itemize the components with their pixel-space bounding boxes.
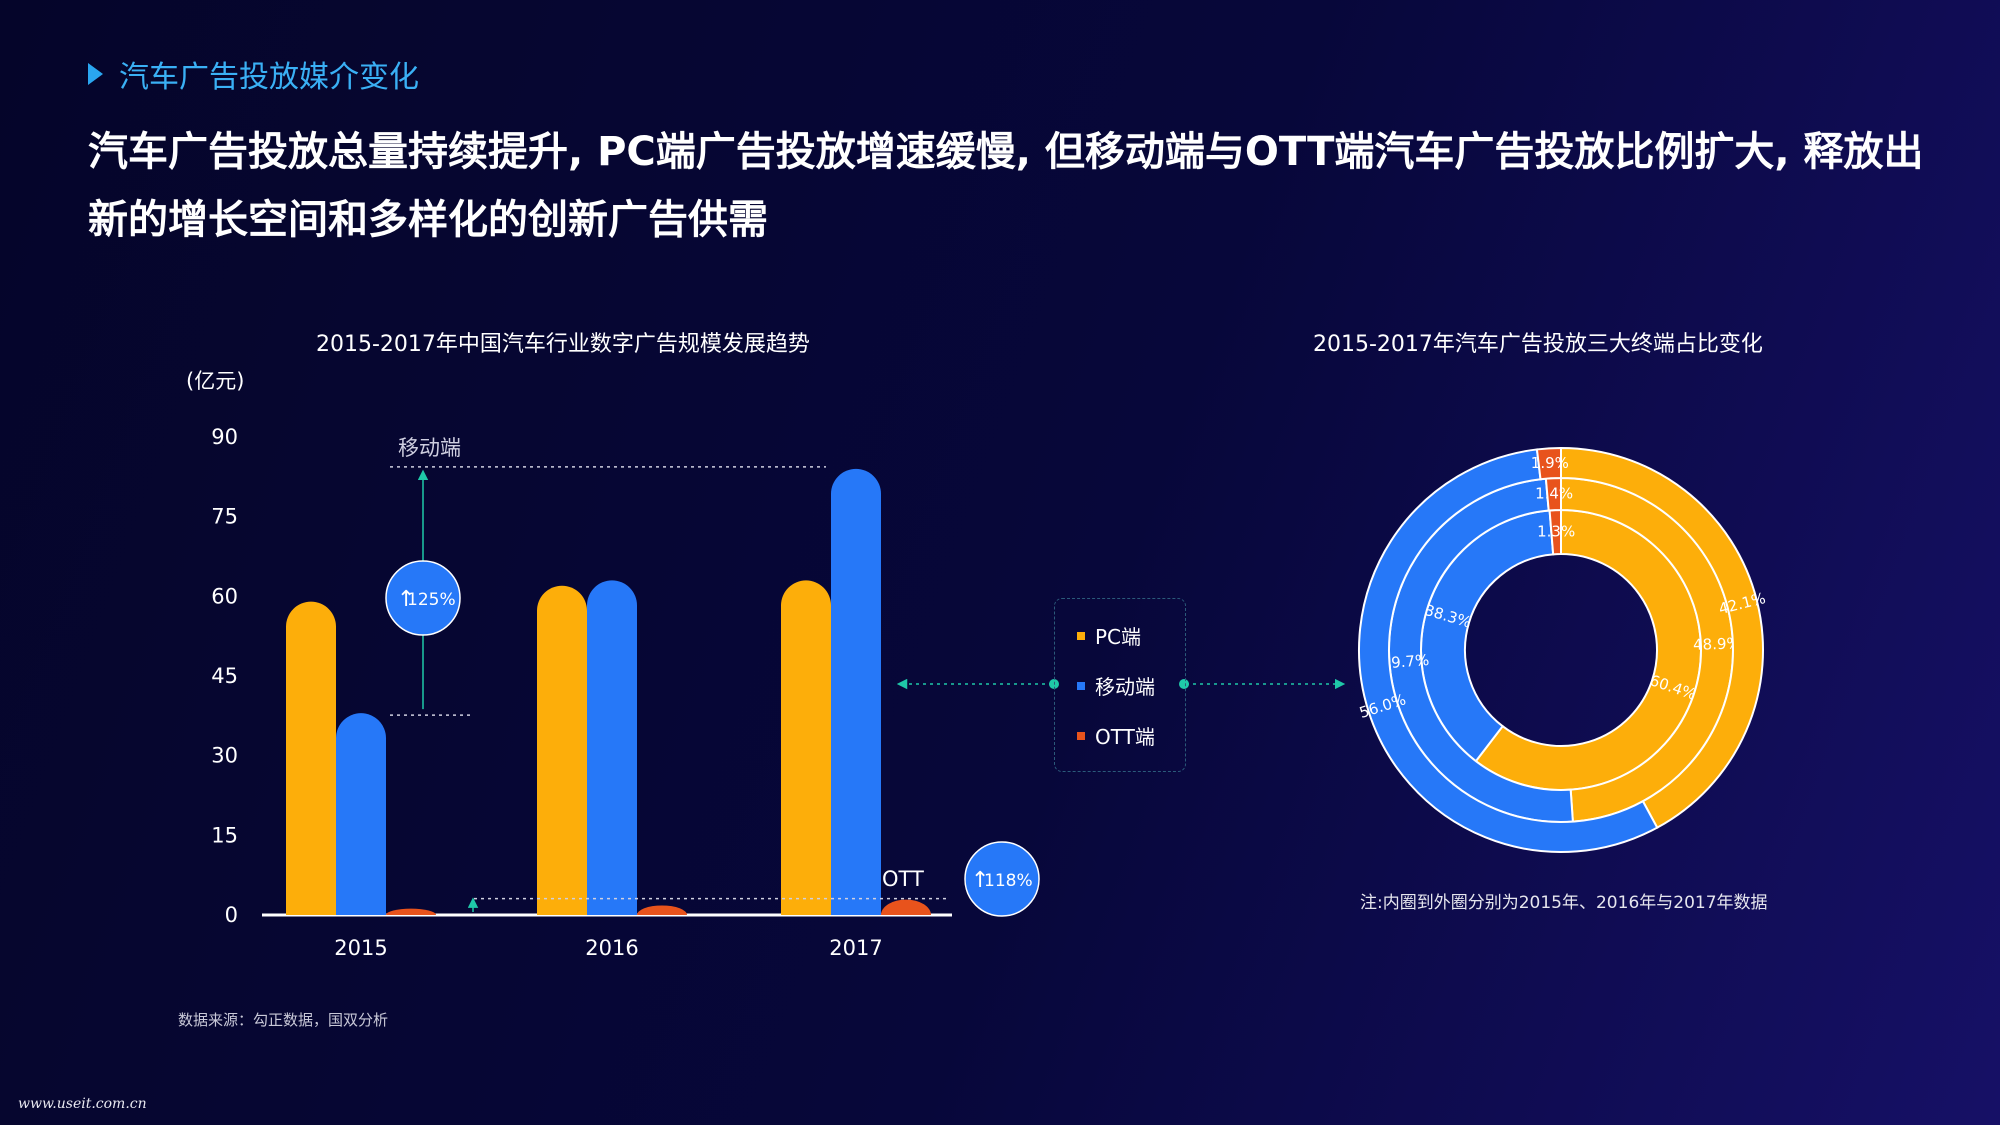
y-tick-label: 30 bbox=[211, 744, 238, 768]
legend-item-pc: PC端 bbox=[1077, 621, 1141, 650]
donut-label-ott-2015: 1.3% bbox=[1537, 523, 1575, 541]
play-triangle-icon bbox=[88, 63, 103, 85]
donut-label-ott-2016: 1.4% bbox=[1535, 485, 1573, 503]
section-label: 汽车广告投放媒介变化 bbox=[119, 60, 419, 95]
legend-item-ott: OTT端 bbox=[1077, 721, 1155, 750]
bar-ott-2015 bbox=[386, 908, 436, 915]
x-tick-label: 2016 bbox=[585, 936, 638, 960]
donut-label-ott-2017: 1.9% bbox=[1531, 454, 1569, 472]
donut-note: 注:内圈到外圈分别为2015年、2016年与2017年数据 bbox=[1360, 893, 1768, 913]
ott-growth-value: 118% bbox=[984, 871, 1033, 891]
legend: PC端 移动端 OTT端 bbox=[1054, 598, 1186, 772]
legend-item-mobile: 移动端 bbox=[1077, 671, 1155, 700]
headline: 汽车广告投放总量持续提升, PC端广告投放增速缓慢, 但移动端与OTT端汽车广告… bbox=[88, 129, 1924, 243]
bar-ott-2016 bbox=[637, 905, 687, 915]
y-tick-label: 15 bbox=[211, 823, 238, 847]
legend-label-ott: OTT端 bbox=[1095, 725, 1155, 749]
donut-segment-ott-2017 bbox=[1535, 446, 1562, 481]
legend-label-mobile: 移动端 bbox=[1095, 675, 1155, 699]
up-arrow-icon: ↑ bbox=[971, 868, 989, 893]
bar-pc-2017 bbox=[781, 580, 831, 915]
legend-swatch-ott bbox=[1077, 731, 1085, 740]
ott-growth-badge bbox=[964, 841, 1040, 917]
legend-swatch-pc bbox=[1077, 631, 1085, 640]
legend-label-pc: PC端 bbox=[1095, 625, 1142, 649]
bar-mobile-2017 bbox=[831, 468, 881, 915]
connector-dot-right bbox=[1179, 679, 1189, 689]
up-arrow-icon: ↑ bbox=[397, 587, 415, 612]
bar-chart-title: 2015-2017年中国汽车行业数字广告规模发展趋势 bbox=[316, 332, 810, 357]
mobile-growth-value: 125% bbox=[407, 590, 456, 610]
mobile-growth-badge bbox=[385, 560, 461, 636]
y-tick-label: 75 bbox=[211, 505, 238, 529]
y-axis-unit: (亿元) bbox=[186, 369, 244, 393]
donut-label-pc-2016: 48.9% bbox=[1693, 634, 1741, 654]
y-tick-label: 0 bbox=[225, 903, 238, 927]
bar-mobile-2015 bbox=[336, 713, 386, 915]
bar-mobile-2016 bbox=[587, 580, 637, 915]
y-tick-label: 60 bbox=[211, 584, 238, 608]
legend-swatch-mobile bbox=[1077, 681, 1085, 690]
source-note: 数据来源：勾正数据，国双分析 bbox=[178, 1011, 389, 1029]
bar-pc-2015 bbox=[286, 601, 336, 915]
site-watermark: www.useit.com.cn bbox=[18, 1096, 147, 1112]
donut-segment-mobile-2017 bbox=[1358, 448, 1659, 853]
y-tick-label: 90 bbox=[211, 425, 238, 449]
bar-ott-2017 bbox=[881, 899, 931, 915]
mobile-annotation-label: 移动端 bbox=[398, 436, 461, 460]
x-tick-label: 2017 bbox=[829, 936, 882, 960]
x-tick-label: 2015 bbox=[334, 936, 387, 960]
donut-label-mobile-2016: 49.7% bbox=[1381, 651, 1430, 673]
ott-annotation-label: OTT bbox=[882, 867, 924, 891]
bar-pc-2016 bbox=[537, 585, 587, 915]
y-tick-label: 45 bbox=[211, 664, 238, 688]
donut-chart-title: 2015-2017年汽车广告投放三大终端占比变化 bbox=[1313, 332, 1763, 357]
section-tag: 汽车广告投放媒介变化 bbox=[88, 52, 419, 96]
